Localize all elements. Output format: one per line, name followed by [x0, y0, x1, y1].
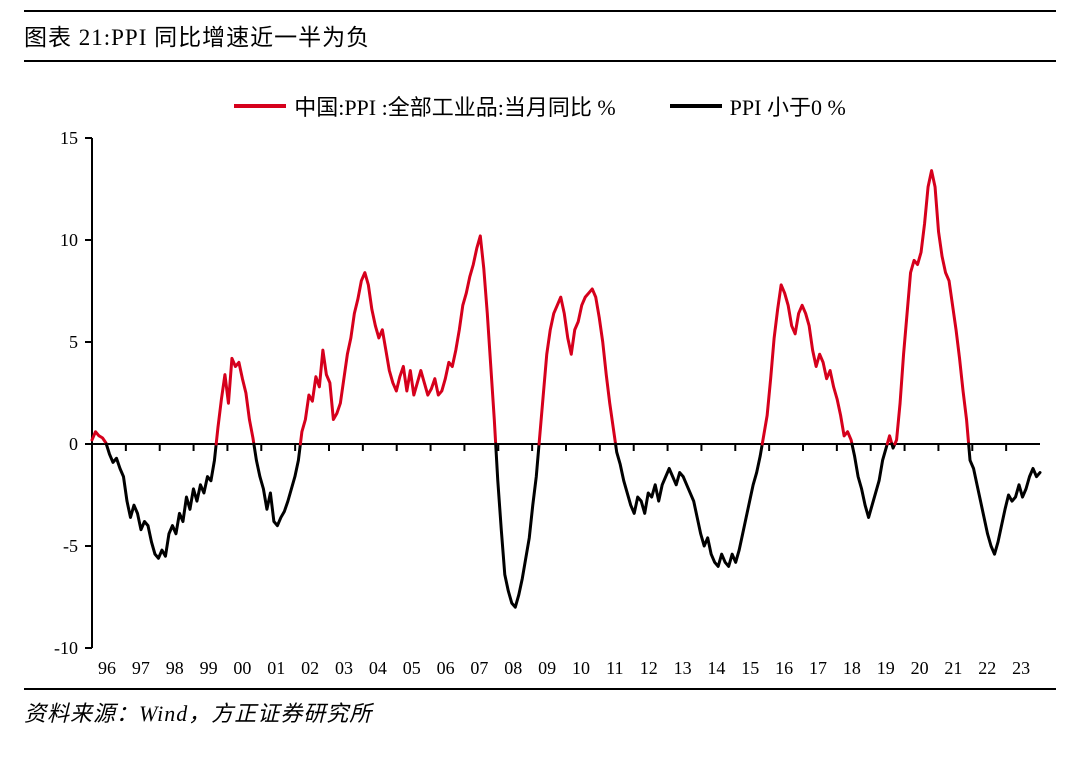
svg-text:19: 19 — [877, 658, 895, 678]
ppi-line-chart: -10-505101596979899000102030405060708091… — [24, 128, 1056, 688]
svg-text:10: 10 — [572, 658, 590, 678]
legend-label-2: PPI 小于0 % — [730, 90, 846, 122]
source-line: 资料来源：Wind，方正证券研究所 — [24, 690, 1056, 728]
svg-text:08: 08 — [504, 658, 522, 678]
svg-text:5: 5 — [69, 332, 78, 352]
legend-swatch-1 — [234, 104, 286, 108]
svg-text:21: 21 — [944, 658, 962, 678]
svg-text:16: 16 — [775, 658, 793, 678]
legend-label-1: 中国:PPI :全部工业品:当月同比 % — [294, 90, 615, 122]
svg-text:09: 09 — [538, 658, 556, 678]
svg-text:10: 10 — [60, 230, 78, 250]
svg-text:12: 12 — [640, 658, 658, 678]
svg-text:99: 99 — [200, 658, 218, 678]
svg-text:00: 00 — [233, 658, 251, 678]
svg-text:11: 11 — [606, 658, 623, 678]
svg-text:15: 15 — [741, 658, 759, 678]
svg-text:0: 0 — [69, 434, 78, 454]
legend: 中国:PPI :全部工业品:当月同比 % PPI 小于0 % — [24, 62, 1056, 128]
svg-text:01: 01 — [267, 658, 285, 678]
svg-text:13: 13 — [674, 658, 692, 678]
svg-text:15: 15 — [60, 128, 78, 148]
legend-item-2: PPI 小于0 % — [670, 90, 846, 122]
svg-text:22: 22 — [978, 658, 996, 678]
svg-text:-5: -5 — [63, 536, 78, 556]
chart-title: 图表 21:PPI 同比增速近一半为负 — [24, 12, 1056, 60]
svg-text:03: 03 — [335, 658, 353, 678]
svg-text:06: 06 — [437, 658, 455, 678]
legend-item-1: 中国:PPI :全部工业品:当月同比 % — [234, 90, 615, 122]
legend-swatch-2 — [670, 104, 722, 108]
svg-text:-10: -10 — [54, 638, 78, 658]
svg-text:04: 04 — [369, 658, 387, 678]
svg-text:07: 07 — [470, 658, 488, 678]
svg-text:98: 98 — [166, 658, 184, 678]
svg-text:02: 02 — [301, 658, 319, 678]
svg-text:20: 20 — [911, 658, 929, 678]
svg-text:14: 14 — [707, 658, 725, 678]
svg-text:17: 17 — [809, 658, 827, 678]
svg-text:23: 23 — [1012, 658, 1030, 678]
svg-text:05: 05 — [403, 658, 421, 678]
svg-text:96: 96 — [98, 658, 116, 678]
svg-text:18: 18 — [843, 658, 861, 678]
svg-text:97: 97 — [132, 658, 150, 678]
